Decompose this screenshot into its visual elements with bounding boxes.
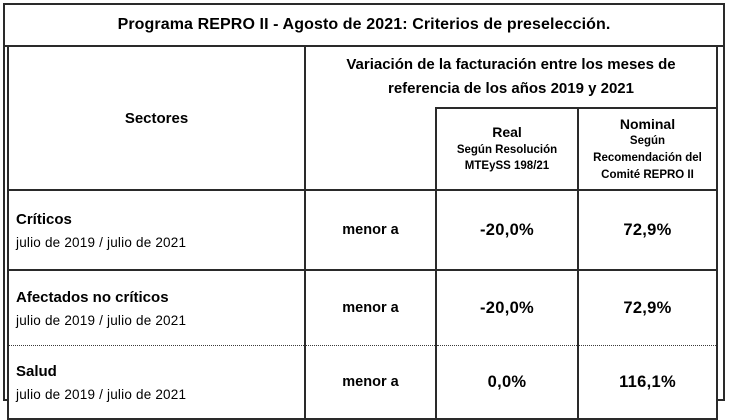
real-value-cell: -20,0%	[435, 269, 579, 346]
sector-period: julio de 2019 / julio de 2021	[16, 386, 187, 402]
table-row: Afectados no críticos julio de 2019 / ju…	[7, 269, 718, 346]
operator-cell: menor a	[304, 345, 437, 420]
sector-cell: Afectados no críticos julio de 2019 / ju…	[7, 269, 306, 346]
table-row: Críticos julio de 2019 / julio de 2021 m…	[7, 189, 718, 271]
real-column-header: Real Según Resolución MTEySS 198/21	[435, 107, 579, 191]
real-header-sub1: Según Resolución	[456, 143, 558, 156]
variation-header-line1: Variación de la facturación entre los me…	[346, 56, 676, 73]
nominal-value-cell: 116,1%	[577, 345, 718, 420]
sector-name: Afectados no críticos	[16, 288, 169, 306]
nominal-header-sub1: Según	[629, 135, 666, 148]
sectors-column-header: Sectores	[7, 47, 306, 191]
header-row-sub: Real Según Resolución MTEySS 198/21 Nomi…	[8, 107, 718, 191]
sector-name: Salud	[16, 362, 57, 380]
nominal-header-sub3: Comité REPRO II	[601, 168, 694, 181]
criteria-table: Sectores Variación de la facturación ent…	[7, 47, 718, 420]
sector-cell: Salud julio de 2019 / julio de 2021	[7, 345, 306, 420]
operator-column-spacer	[304, 108, 436, 191]
real-value-cell: -20,0%	[435, 189, 579, 271]
page-title: Programa REPRO II - Agosto de 2021: Crit…	[5, 5, 723, 47]
variation-column-header: Variación de la facturación entre los me…	[304, 47, 718, 108]
real-value-cell: 0,0%	[435, 345, 579, 420]
nominal-header-sub2: Recomendación del	[593, 152, 702, 165]
operator-cell: menor a	[304, 189, 437, 271]
nominal-value-cell: 72,9%	[577, 189, 718, 271]
real-header-title: Real	[492, 123, 522, 140]
nominal-header-title: Nominal	[619, 115, 676, 132]
real-header-sub2: MTEySS 198/21	[464, 160, 550, 173]
sector-cell: Críticos julio de 2019 / julio de 2021	[7, 189, 306, 271]
nominal-value-cell: 72,9%	[577, 269, 718, 346]
variation-header-line2: referencia de los años 2019 y 2021	[388, 80, 634, 97]
header-row-top: Sectores Variación de la facturación ent…	[7, 47, 718, 191]
sector-name: Críticos	[16, 210, 72, 228]
table-row: Salud julio de 2019 / julio de 2021 meno…	[7, 345, 718, 420]
nominal-column-header: Nominal Según Recomendación del Comité R…	[577, 107, 718, 191]
table-frame: Programa REPRO II - Agosto de 2021: Crit…	[3, 3, 725, 420]
sector-period: julio de 2019 / julio de 2021	[16, 234, 187, 250]
operator-cell: menor a	[304, 269, 437, 346]
sector-period: julio de 2019 / julio de 2021	[16, 312, 187, 328]
